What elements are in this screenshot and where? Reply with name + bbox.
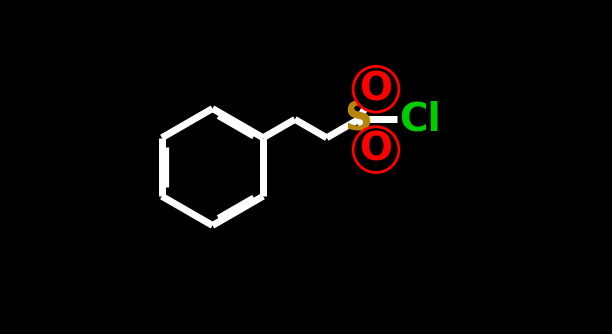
Text: O: O <box>359 131 392 169</box>
Text: S: S <box>345 101 373 138</box>
Text: O: O <box>359 70 392 108</box>
Text: Cl: Cl <box>399 101 441 138</box>
